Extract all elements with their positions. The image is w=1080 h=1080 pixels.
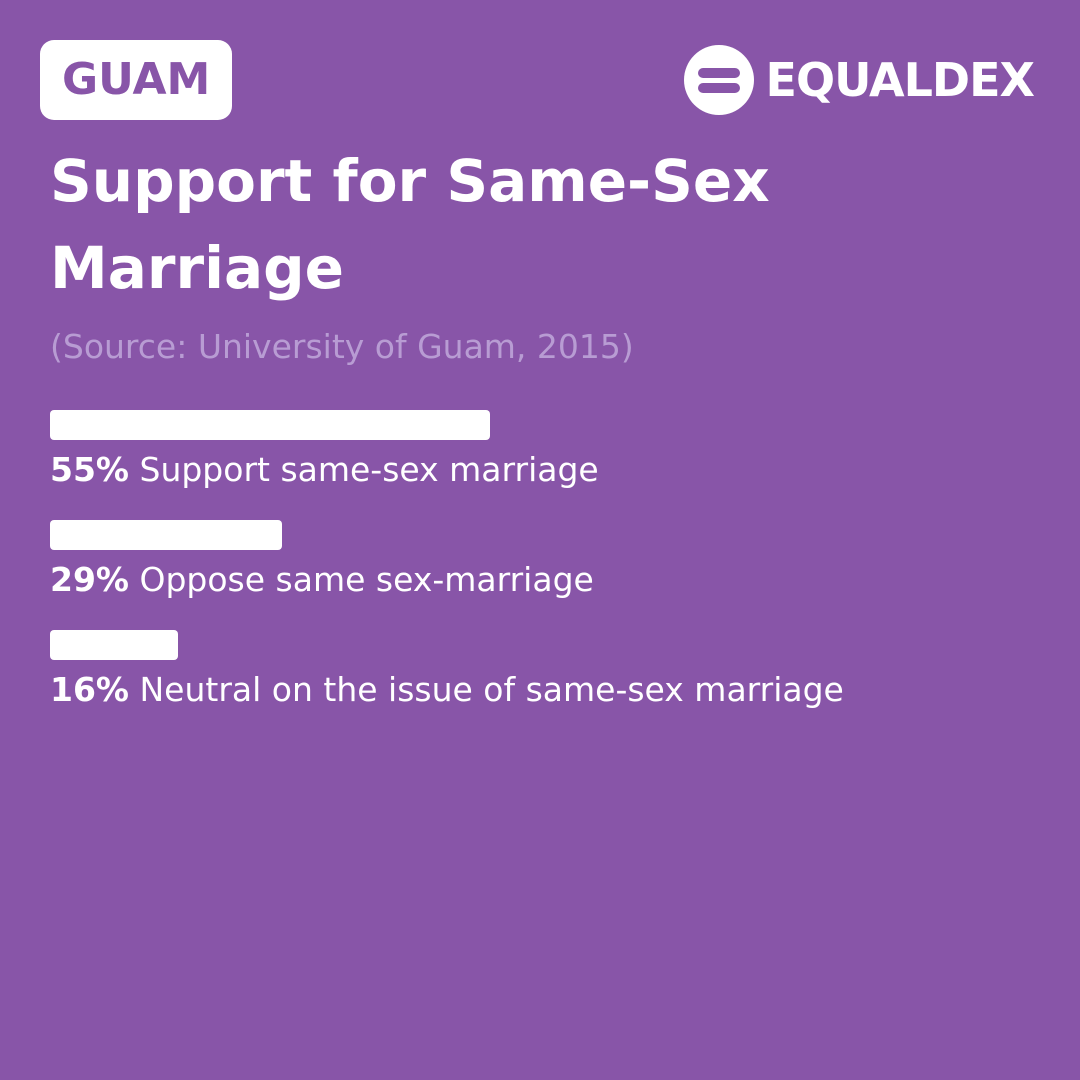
brand-name: EQUALDEX [765, 53, 1035, 107]
bar-row: 55% Support same-sex marriage [50, 410, 1050, 520]
bar-label: 55% Support same-sex marriage [50, 450, 599, 489]
bar-label: 16% Neutral on the issue of same-sex mar… [50, 670, 844, 709]
category-label: Neutral on the issue of same-sex marriag… [139, 670, 844, 709]
chart-title: Support for Same-Sex Marriage [50, 147, 770, 302]
category-label: Oppose same sex-marriage [139, 560, 594, 599]
bar-label: 29% Oppose same sex-marriage [50, 560, 594, 599]
bar-row: 16% Neutral on the issue of same-sex mar… [50, 630, 1050, 740]
value-label: 16% [50, 670, 129, 709]
bar-row: 29% Oppose same sex-marriage [50, 520, 1050, 630]
bar [50, 410, 490, 440]
value-label: 29% [50, 560, 129, 599]
bar-list: 55% Support same-sex marriage 29% Oppose … [50, 410, 1050, 740]
category-label: Support same-sex marriage [139, 450, 599, 489]
value-label: 55% [50, 450, 129, 489]
chart-subtitle: (Source: University of Guam, 2015) [50, 327, 634, 366]
region-badge: GUAM [40, 40, 233, 120]
brand-logo: EQUALDEX [683, 45, 1035, 115]
brand-icon [683, 45, 754, 115]
bar [50, 630, 178, 660]
bar [50, 520, 282, 550]
